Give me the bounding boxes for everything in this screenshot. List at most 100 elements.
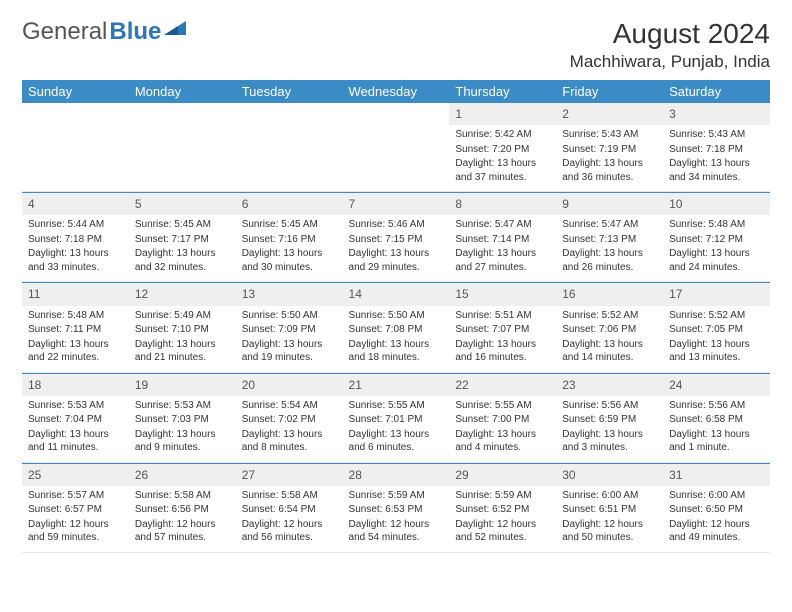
calendar-table: SundayMondayTuesdayWednesdayThursdayFrid… xyxy=(22,80,770,553)
daylight-text: Daylight: 13 hours and 30 minutes. xyxy=(242,247,337,274)
day-number: 15 xyxy=(449,282,556,305)
day-number: 22 xyxy=(449,373,556,396)
sunrise-text: Sunrise: 5:45 AM xyxy=(135,218,230,232)
sunrise-text: Sunrise: 5:47 AM xyxy=(455,218,550,232)
sunrise-text: Sunrise: 5:43 AM xyxy=(669,128,764,142)
sunset-text: Sunset: 7:14 PM xyxy=(455,233,550,247)
day-details: Sunrise: 5:47 AMSunset: 7:13 PMDaylight:… xyxy=(556,215,663,281)
daylight-text: Daylight: 13 hours and 8 minutes. xyxy=(242,428,337,455)
weekday-header: Monday xyxy=(129,80,236,103)
calendar-day-cell: 16Sunrise: 5:52 AMSunset: 7:06 PMDayligh… xyxy=(556,282,663,372)
calendar-day-cell xyxy=(236,103,343,192)
sunset-text: Sunset: 7:12 PM xyxy=(669,233,764,247)
sunrise-text: Sunrise: 5:59 AM xyxy=(349,489,444,503)
calendar-week-row: 25Sunrise: 5:57 AMSunset: 6:57 PMDayligh… xyxy=(22,462,770,552)
day-details: Sunrise: 5:55 AMSunset: 7:01 PMDaylight:… xyxy=(343,396,450,462)
brand-logo: General Blue xyxy=(22,18,186,46)
sunset-text: Sunset: 6:57 PM xyxy=(28,503,123,517)
sunset-text: Sunset: 7:20 PM xyxy=(455,143,550,157)
calendar-day-cell: 5Sunrise: 5:45 AMSunset: 7:17 PMDaylight… xyxy=(129,192,236,282)
page-title: August 2024 xyxy=(570,18,770,50)
calendar-day-cell: 2Sunrise: 5:43 AMSunset: 7:19 PMDaylight… xyxy=(556,103,663,192)
day-details: Sunrise: 6:00 AMSunset: 6:50 PMDaylight:… xyxy=(663,486,770,552)
calendar-day-cell: 4Sunrise: 5:44 AMSunset: 7:18 PMDaylight… xyxy=(22,192,129,282)
sunset-text: Sunset: 7:18 PM xyxy=(669,143,764,157)
day-details: Sunrise: 6:00 AMSunset: 6:51 PMDaylight:… xyxy=(556,486,663,552)
daylight-text: Daylight: 12 hours and 59 minutes. xyxy=(28,518,123,545)
day-details: Sunrise: 5:55 AMSunset: 7:00 PMDaylight:… xyxy=(449,396,556,462)
sunrise-text: Sunrise: 5:48 AM xyxy=(28,309,123,323)
sunrise-text: Sunrise: 6:00 AM xyxy=(562,489,657,503)
day-details: Sunrise: 5:56 AMSunset: 6:58 PMDaylight:… xyxy=(663,396,770,462)
daylight-text: Daylight: 13 hours and 29 minutes. xyxy=(349,247,444,274)
sunset-text: Sunset: 6:53 PM xyxy=(349,503,444,517)
calendar-day-cell: 11Sunrise: 5:48 AMSunset: 7:11 PMDayligh… xyxy=(22,282,129,372)
sunrise-text: Sunrise: 6:00 AM xyxy=(669,489,764,503)
calendar-day-cell: 31Sunrise: 6:00 AMSunset: 6:50 PMDayligh… xyxy=(663,462,770,552)
weekday-header: Friday xyxy=(556,80,663,103)
day-number: 21 xyxy=(343,373,450,396)
sunset-text: Sunset: 7:13 PM xyxy=(562,233,657,247)
daylight-text: Daylight: 13 hours and 11 minutes. xyxy=(28,428,123,455)
sunrise-text: Sunrise: 5:56 AM xyxy=(562,399,657,413)
calendar-day-cell: 14Sunrise: 5:50 AMSunset: 7:08 PMDayligh… xyxy=(343,282,450,372)
daylight-text: Daylight: 13 hours and 14 minutes. xyxy=(562,338,657,365)
sunset-text: Sunset: 6:50 PM xyxy=(669,503,764,517)
location-subtitle: Machhiwara, Punjab, India xyxy=(570,52,770,72)
day-details: Sunrise: 5:49 AMSunset: 7:10 PMDaylight:… xyxy=(129,306,236,372)
day-number: 19 xyxy=(129,373,236,396)
daylight-text: Daylight: 12 hours and 56 minutes. xyxy=(242,518,337,545)
day-number: 18 xyxy=(22,373,129,396)
day-number: 11 xyxy=(22,282,129,305)
sunset-text: Sunset: 7:03 PM xyxy=(135,413,230,427)
calendar-day-cell: 26Sunrise: 5:58 AMSunset: 6:56 PMDayligh… xyxy=(129,462,236,552)
calendar-day-cell: 27Sunrise: 5:58 AMSunset: 6:54 PMDayligh… xyxy=(236,462,343,552)
brand-triangle-icon xyxy=(164,21,186,35)
day-number: 6 xyxy=(236,192,343,215)
day-details: Sunrise: 5:45 AMSunset: 7:16 PMDaylight:… xyxy=(236,215,343,281)
calendar-day-cell xyxy=(129,103,236,192)
sunrise-text: Sunrise: 5:46 AM xyxy=(349,218,444,232)
daylight-text: Daylight: 13 hours and 26 minutes. xyxy=(562,247,657,274)
daylight-text: Daylight: 13 hours and 6 minutes. xyxy=(349,428,444,455)
sunset-text: Sunset: 7:16 PM xyxy=(242,233,337,247)
sunset-text: Sunset: 7:19 PM xyxy=(562,143,657,157)
daylight-text: Daylight: 12 hours and 49 minutes. xyxy=(669,518,764,545)
weekday-header: Thursday xyxy=(449,80,556,103)
day-details: Sunrise: 5:57 AMSunset: 6:57 PMDaylight:… xyxy=(22,486,129,552)
brand-part2: Blue xyxy=(109,18,161,46)
sunrise-text: Sunrise: 5:54 AM xyxy=(242,399,337,413)
day-number: 4 xyxy=(22,192,129,215)
day-number: 28 xyxy=(343,463,450,486)
calendar-day-cell: 9Sunrise: 5:47 AMSunset: 7:13 PMDaylight… xyxy=(556,192,663,282)
calendar-day-cell: 1Sunrise: 5:42 AMSunset: 7:20 PMDaylight… xyxy=(449,103,556,192)
daylight-text: Daylight: 13 hours and 32 minutes. xyxy=(135,247,230,274)
day-number: 30 xyxy=(556,463,663,486)
day-number: 2 xyxy=(556,103,663,125)
daylight-text: Daylight: 13 hours and 19 minutes. xyxy=(242,338,337,365)
sunset-text: Sunset: 7:06 PM xyxy=(562,323,657,337)
calendar-day-cell: 3Sunrise: 5:43 AMSunset: 7:18 PMDaylight… xyxy=(663,103,770,192)
calendar-day-cell: 21Sunrise: 5:55 AMSunset: 7:01 PMDayligh… xyxy=(343,372,450,462)
calendar-day-cell: 6Sunrise: 5:45 AMSunset: 7:16 PMDaylight… xyxy=(236,192,343,282)
calendar-day-cell xyxy=(343,103,450,192)
day-details: Sunrise: 5:48 AMSunset: 7:12 PMDaylight:… xyxy=(663,215,770,281)
weekday-header: Wednesday xyxy=(343,80,450,103)
day-number: 13 xyxy=(236,282,343,305)
day-number: 25 xyxy=(22,463,129,486)
daylight-text: Daylight: 13 hours and 34 minutes. xyxy=(669,157,764,184)
calendar-day-cell: 22Sunrise: 5:55 AMSunset: 7:00 PMDayligh… xyxy=(449,372,556,462)
daylight-text: Daylight: 13 hours and 37 minutes. xyxy=(455,157,550,184)
sunrise-text: Sunrise: 5:59 AM xyxy=(455,489,550,503)
daylight-text: Daylight: 13 hours and 1 minute. xyxy=(669,428,764,455)
sunset-text: Sunset: 7:05 PM xyxy=(669,323,764,337)
calendar-day-cell: 24Sunrise: 5:56 AMSunset: 6:58 PMDayligh… xyxy=(663,372,770,462)
day-details: Sunrise: 5:51 AMSunset: 7:07 PMDaylight:… xyxy=(449,306,556,372)
day-number: 1 xyxy=(449,103,556,125)
calendar-week-row: 18Sunrise: 5:53 AMSunset: 7:04 PMDayligh… xyxy=(22,372,770,462)
brand-part1: General xyxy=(22,18,107,46)
daylight-text: Daylight: 12 hours and 50 minutes. xyxy=(562,518,657,545)
sunrise-text: Sunrise: 5:45 AM xyxy=(242,218,337,232)
day-details: Sunrise: 5:43 AMSunset: 7:19 PMDaylight:… xyxy=(556,125,663,191)
daylight-text: Daylight: 13 hours and 3 minutes. xyxy=(562,428,657,455)
